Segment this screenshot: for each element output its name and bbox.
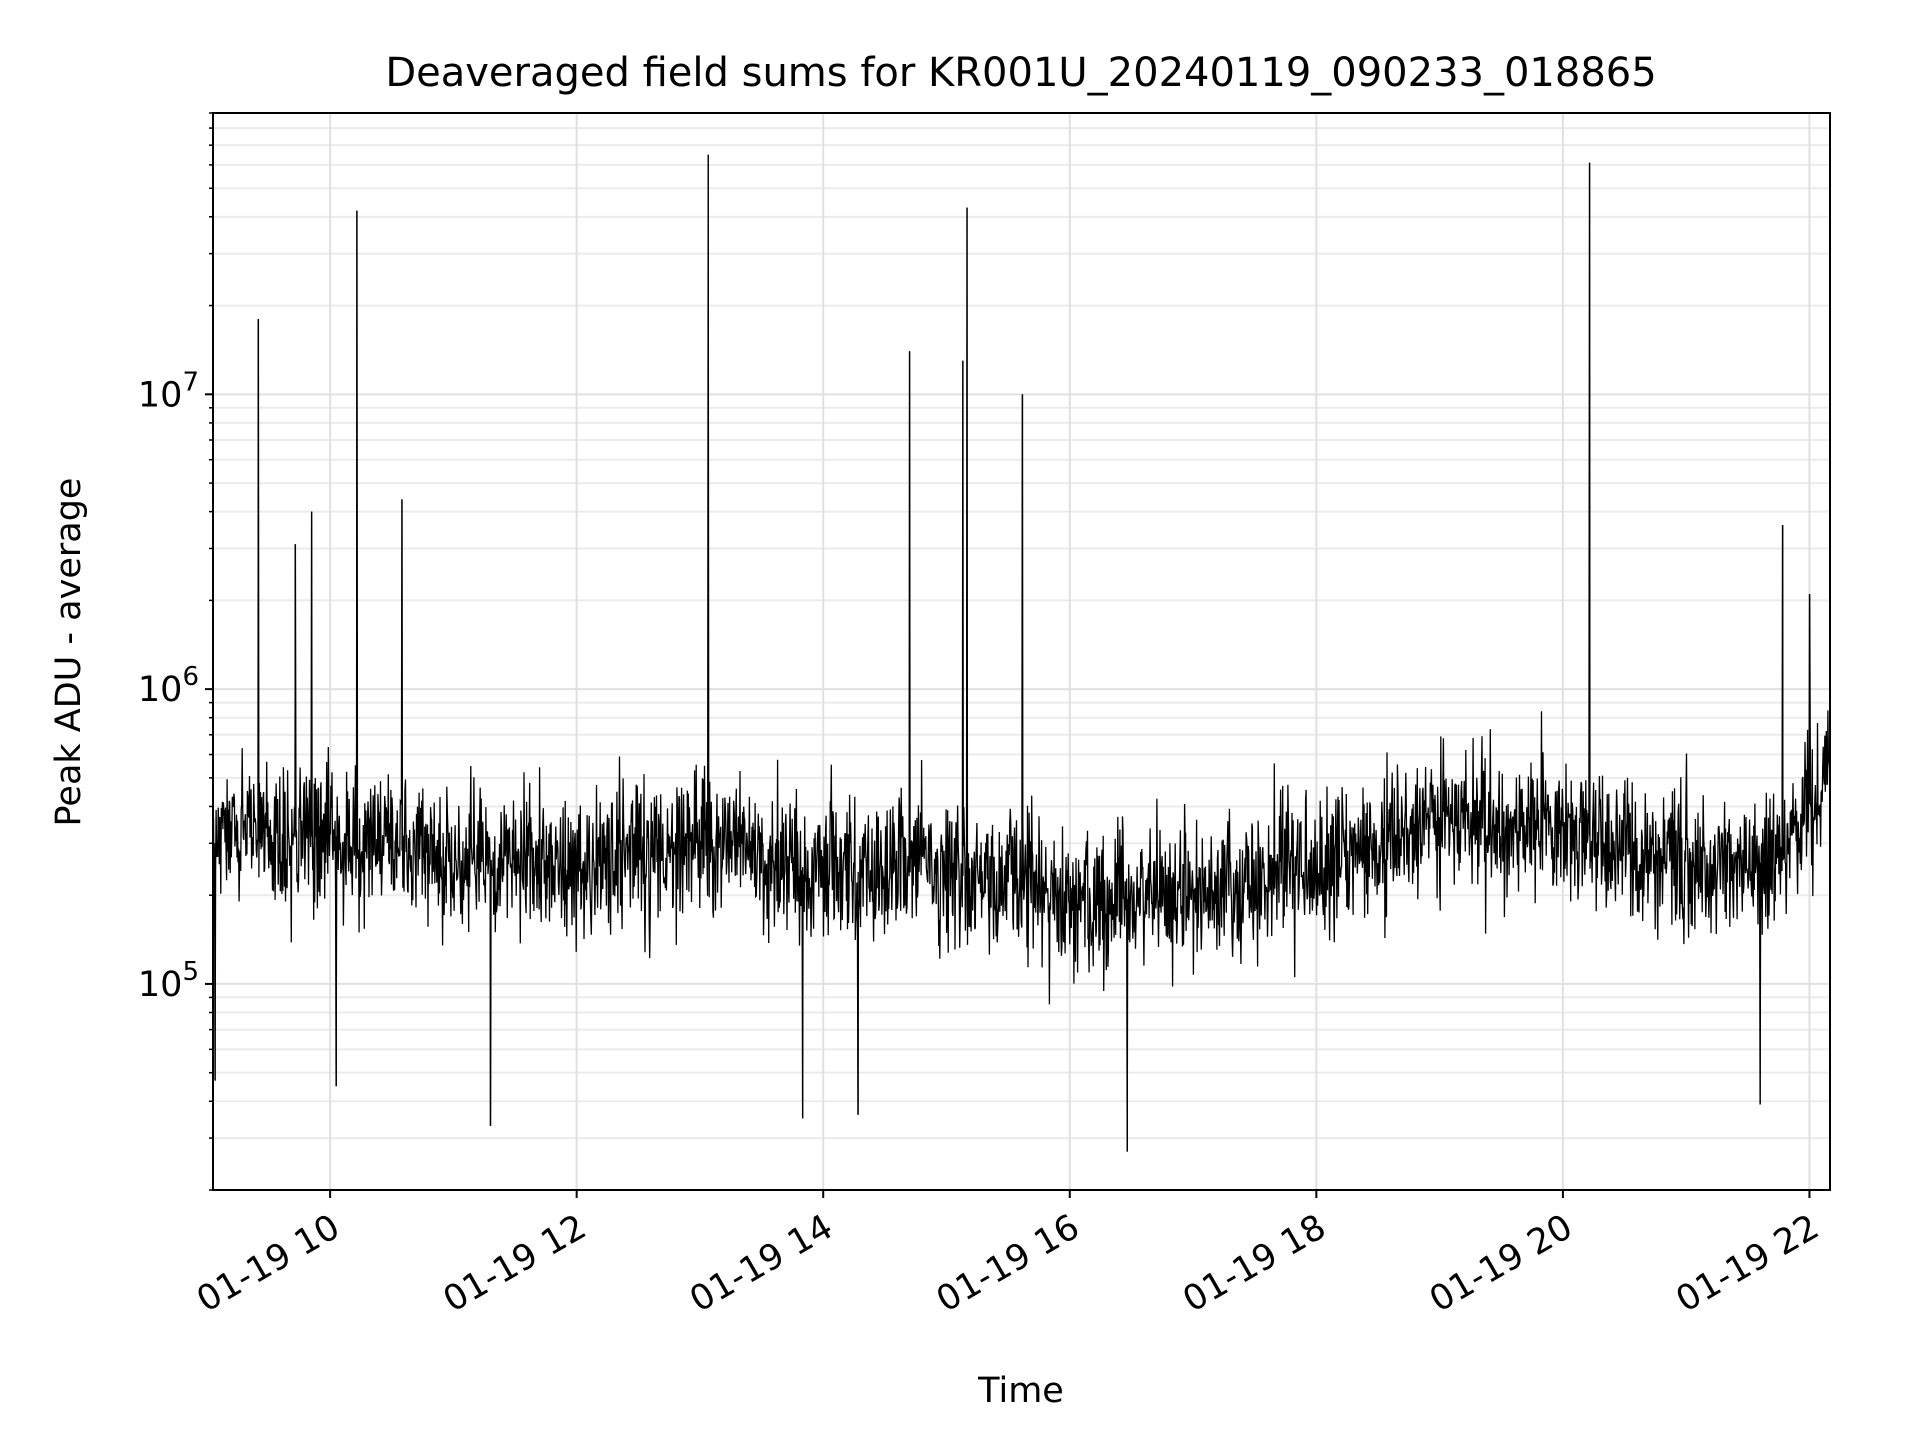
y-tick-base: 10 <box>138 965 183 1005</box>
y-tick-exponent: 6 <box>182 662 199 692</box>
y-tick-label: 105 <box>138 957 199 1005</box>
y-tick-label: 107 <box>138 367 199 415</box>
series-line <box>212 154 1831 1152</box>
y-tick-base: 10 <box>138 670 183 710</box>
y-tick-exponent: 5 <box>182 957 199 987</box>
plot-area <box>212 154 1831 1152</box>
y-tick-base: 10 <box>138 375 183 415</box>
y-axis-label: Peak ADU - average <box>49 478 89 827</box>
x-axis-label: Time <box>977 1371 1064 1411</box>
y-tick-label: 106 <box>138 662 199 710</box>
plot-frame <box>212 112 1831 1191</box>
y-tick-exponent: 7 <box>182 367 199 397</box>
chart-title: Deaveraged field sums for KR001U_2024011… <box>385 50 1656 96</box>
